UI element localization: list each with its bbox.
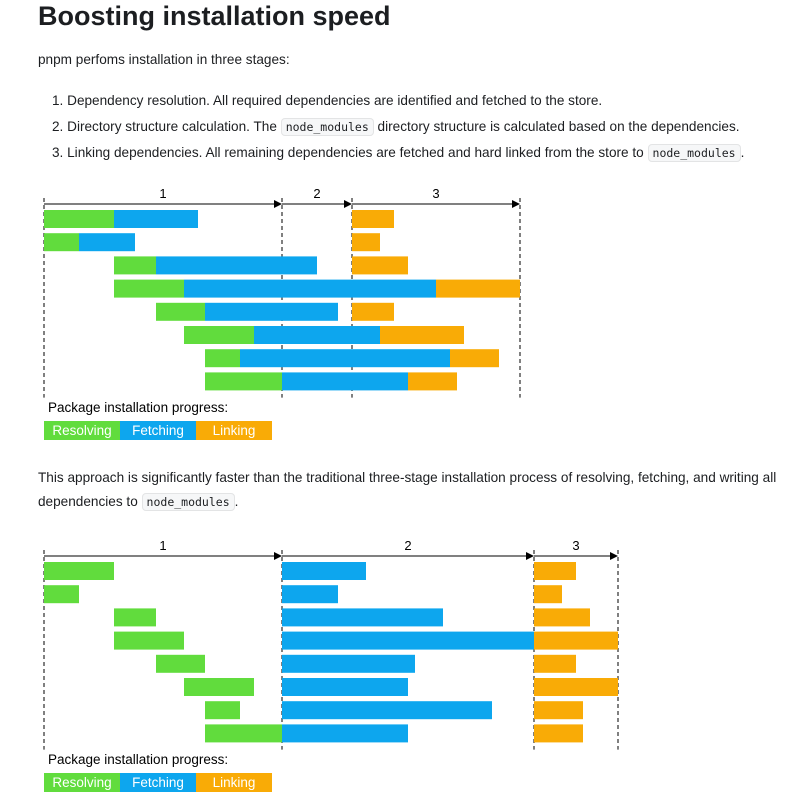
timeline-chart: 1 2 3 — [43, 538, 619, 750]
fetching-bar — [282, 562, 366, 580]
linking-bar — [380, 326, 464, 344]
resolving-bar — [184, 326, 254, 344]
resolving-bar — [44, 233, 79, 252]
stage-label: 3 — [572, 538, 579, 553]
linking-bar — [534, 585, 562, 604]
resolving-bar — [156, 302, 205, 321]
linking-bar — [436, 279, 520, 298]
legend-fetching: Fetching — [120, 773, 196, 792]
linking-bar — [534, 701, 583, 720]
stage-label: 3 — [432, 186, 439, 201]
legend-resolving: Resolving — [44, 773, 120, 792]
fetching-bar — [282, 372, 408, 391]
legend: Resolving Fetching Linking — [44, 421, 272, 440]
linking-bar — [352, 302, 394, 321]
comparison-text: This approach is significantly faster th… — [38, 470, 777, 511]
inline-code: node_modules — [141, 493, 235, 511]
linking-bar — [534, 654, 576, 673]
timeline-chart: 1 2 3 — [43, 186, 521, 398]
stage-label: 2 — [313, 186, 320, 201]
legend-title: Package installation progress: — [48, 400, 229, 415]
linking-bar — [534, 562, 576, 580]
stage-item: 1. Dependency resolution. All required d… — [52, 93, 603, 108]
fetching-bar — [282, 585, 338, 604]
resolving-bar — [184, 678, 254, 696]
resolving-bar — [114, 279, 184, 298]
resolving-bar — [44, 210, 114, 228]
stage-label: 1 — [159, 186, 166, 201]
fetching-bar — [114, 210, 198, 228]
resolving-bar — [114, 631, 184, 650]
fetching-bar — [282, 631, 534, 650]
fetching-bar — [184, 279, 436, 298]
fetching-bar — [79, 233, 135, 252]
resolving-bar — [114, 256, 156, 275]
legend-fetching: Fetching — [120, 421, 196, 440]
linking-bar — [450, 349, 499, 368]
linking-bar — [534, 724, 583, 743]
resolving-bar — [156, 654, 205, 673]
linking-bar — [534, 631, 618, 650]
stage-item: 2. Directory structure calculation. The … — [52, 118, 740, 136]
fetching-bar — [254, 326, 380, 344]
stage-label: 2 — [404, 538, 411, 553]
stages-list: 1. Dependency resolution. All required d… — [52, 88, 744, 166]
legend-linking: Linking — [196, 421, 272, 440]
fetching-bar — [282, 701, 492, 720]
fetching-bar — [282, 724, 408, 743]
linking-bar — [352, 210, 394, 228]
legend: Resolving Fetching Linking — [44, 773, 272, 792]
legend-resolving: Resolving — [44, 421, 120, 440]
linking-bar — [534, 678, 618, 696]
page-title: Boosting installation speed — [38, 1, 391, 31]
fetching-bar — [282, 678, 408, 696]
linking-bar — [534, 608, 590, 627]
resolving-bar — [44, 585, 79, 604]
inline-code: node_modules — [280, 118, 374, 136]
resolving-bar — [205, 724, 282, 743]
legend-title: Package installation progress: — [48, 752, 229, 767]
fetching-bar — [156, 256, 317, 275]
fetching-bar — [240, 349, 450, 368]
resolving-bar — [205, 349, 240, 368]
stage-item: 3. Linking dependencies. All remaining d… — [52, 144, 745, 162]
pnpm-timeline-diagram: 1 2 3 — [0, 184, 560, 400]
linking-bar — [408, 372, 457, 391]
inline-code: node_modules — [647, 144, 741, 162]
resolving-bar — [205, 701, 240, 720]
fetching-bar — [205, 302, 338, 321]
linking-bar — [352, 233, 380, 252]
fetching-bar — [282, 608, 443, 627]
linking-bar — [352, 256, 408, 275]
legend-linking: Linking — [196, 773, 272, 792]
resolving-bar — [114, 608, 156, 627]
fetching-bar — [282, 654, 415, 673]
stage-label: 1 — [159, 538, 166, 553]
resolving-bar — [205, 372, 282, 391]
traditional-timeline-diagram: 1 2 3 — [0, 536, 640, 752]
intro-text: pnpm perfoms installation in three stage… — [38, 52, 290, 67]
resolving-bar — [44, 562, 114, 580]
